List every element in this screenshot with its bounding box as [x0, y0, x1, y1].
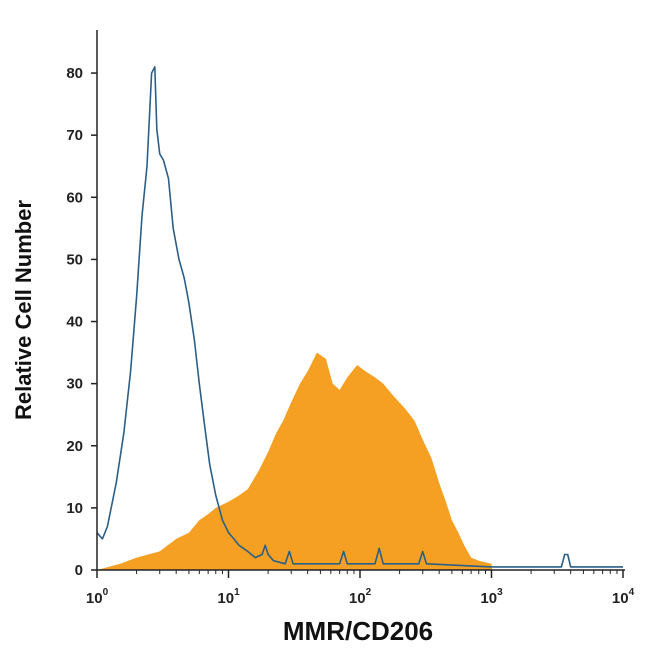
x-tick-label: 103 [480, 587, 503, 607]
y-tick-label: 80 [66, 65, 83, 82]
x-tick-label: 101 [217, 587, 240, 607]
y-axis-label: Relative Cell Number [11, 200, 36, 421]
y-tick-label: 10 [66, 500, 83, 517]
series-0-filled-histogram [97, 352, 493, 570]
y-tick-label: 20 [66, 438, 83, 455]
y-tick-label: 70 [66, 127, 83, 144]
x-tick-label: 100 [86, 587, 109, 607]
x-tick-label: 102 [349, 587, 372, 607]
y-tick-label: 40 [66, 314, 83, 331]
plot-area [96, 66, 623, 570]
x-tick-label: 104 [612, 587, 635, 607]
series-1-outline-histogram [96, 66, 623, 568]
x-axis-label: MMR/CD206 [283, 616, 433, 646]
y-tick-label: 50 [66, 251, 83, 268]
y-tick-label: 0 [75, 562, 83, 579]
y-tick-label: 30 [66, 376, 83, 393]
y-tick-label: 60 [66, 189, 83, 206]
